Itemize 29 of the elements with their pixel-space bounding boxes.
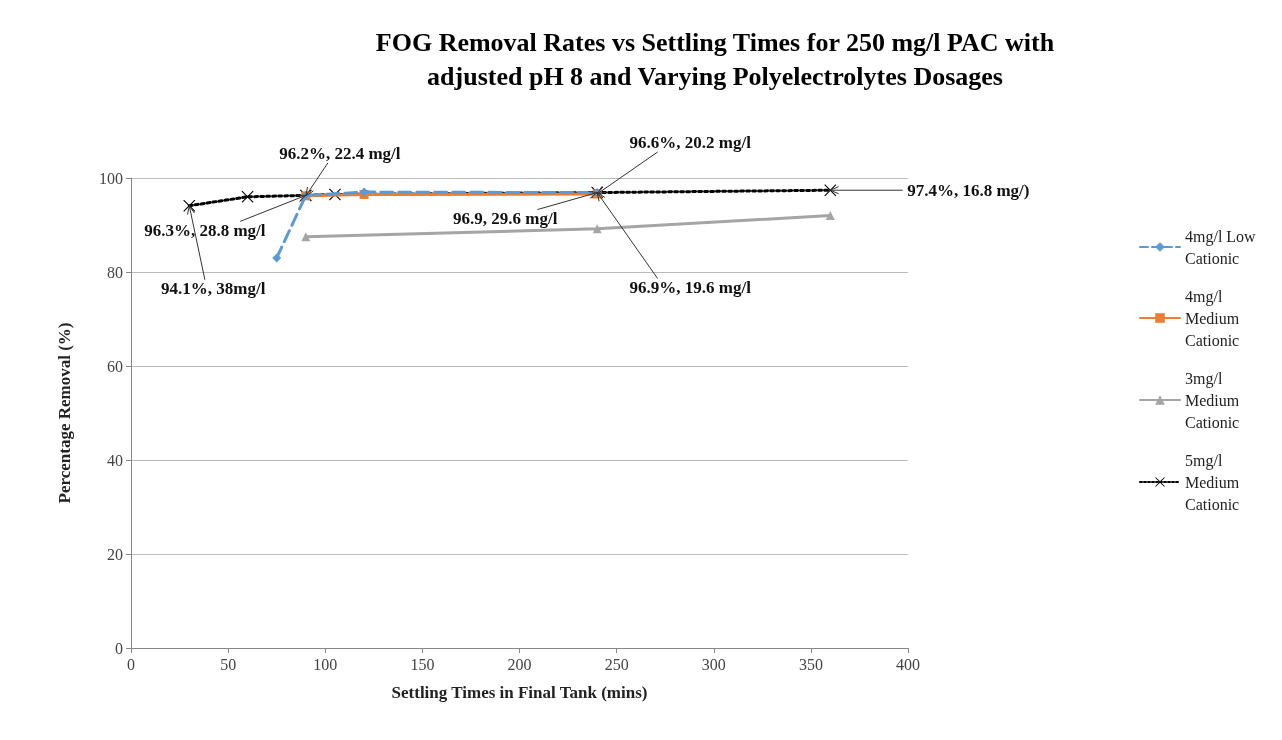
annotation: 96.9, 29.6 mg/l [453,209,558,229]
x-tick-label: 300 [701,655,726,673]
y-axis-title: Percentage Removal (%) [55,322,74,504]
y-tick-label: 80 [107,263,123,281]
annotation: 97.4%, 16.8 mg/) [907,180,1030,200]
x-tick-label: 400 [896,655,920,673]
x-tick-label: 200 [507,655,532,673]
y-tick-label: 20 [107,545,123,563]
annotation: 96.6%, 20.2 mg/l [629,133,752,153]
x-tick-label: 50 [220,655,237,673]
legend-label: 5mg/l Medium Cationic [1185,451,1244,513]
annotation: 94.1%, 38mg/l [161,279,266,299]
y-tick-label: 40 [107,451,123,469]
x-tick-label: 0 [127,655,135,673]
legend-label: 3mg/l Medium Cationic [1185,369,1244,431]
legend-label: 4mg/l Medium Cationic [1185,287,1244,349]
legend-label: 4mg/l Low Cationic [1185,227,1260,267]
chart-title: FOG Removal Rates vs Settling Times for 250 mg/l PAC with adjusted pH 8 and Varying Polyelectrolytes Dosages [375,27,1055,91]
annotation: 96.3%, 28.8 mg/l [144,220,266,240]
annotation: 96.2%, 22.4 mg/l [279,144,401,164]
y-tick-label: 100 [99,169,123,187]
y-tick-label: 60 [107,357,123,375]
x-tick-label: 100 [313,655,338,673]
y-tick-label: 0 [115,639,123,657]
x-tick-label: 350 [798,655,823,673]
x-axis-title: Settling Times in Final Tank (mins) [391,683,648,702]
x-tick-label: 250 [604,655,629,673]
x-tick-label: 150 [410,655,435,673]
annotation: 96.9%, 19.6 mg/l [629,278,752,298]
